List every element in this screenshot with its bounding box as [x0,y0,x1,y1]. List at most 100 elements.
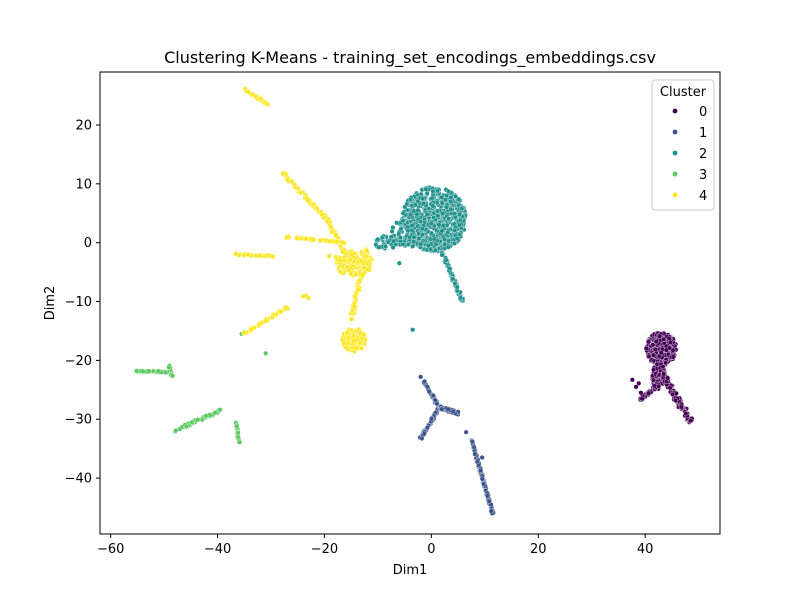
point-cluster-2 [456,222,462,228]
point-cluster-4 [325,219,331,225]
point-cluster-0 [646,390,652,396]
point-cluster-0 [636,380,642,386]
point-cluster-4 [327,238,333,244]
point-cluster-2 [407,234,413,240]
point-cluster-1 [472,451,478,457]
x-axis-label: Dim1 [393,563,428,578]
point-cluster-0 [651,367,657,373]
point-cluster-4 [258,96,264,102]
point-cluster-3 [234,423,240,429]
point-cluster-2 [431,214,437,220]
point-cluster-3 [155,368,161,374]
y-tick-label: −20 [65,354,92,369]
point-cluster-4 [294,235,300,241]
point-cluster-0 [639,396,645,402]
point-cluster-3 [237,439,243,445]
point-cluster-4 [319,212,325,218]
point-cluster-4 [351,333,357,339]
point-cluster-0 [653,339,659,345]
point-cluster-4 [241,330,247,336]
point-cluster-2 [385,239,391,245]
point-cluster-0 [672,397,678,403]
point-cluster-0 [667,339,673,345]
point-cluster-1 [479,455,485,460]
point-cluster-1 [478,467,484,473]
point-cluster-4 [364,254,370,260]
point-cluster-4 [310,237,316,243]
point-cluster-4 [269,314,275,320]
point-cluster-0 [651,352,656,358]
point-cluster-4 [284,235,290,241]
point-cluster-2 [419,226,425,232]
point-cluster-2 [405,228,411,233]
point-cluster-2 [390,245,396,250]
point-cluster-0 [652,347,658,352]
point-cluster-0 [645,339,651,345]
point-cluster-4 [355,287,361,293]
point-cluster-2 [445,188,451,194]
point-cluster-3 [235,434,241,440]
x-tick-label: −20 [311,542,338,557]
point-cluster-2 [400,218,406,224]
point-cluster-2 [411,234,417,240]
point-cluster-2 [405,242,411,247]
point-cluster-2 [443,257,449,263]
point-cluster-4 [351,303,357,309]
point-cluster-3 [195,417,201,423]
x-axis-ticks: −60 −40 −20 0 20 40 [97,534,653,557]
point-cluster-4 [339,239,345,245]
point-cluster-4 [277,309,283,315]
x-tick-label: −40 [204,542,231,557]
point-cluster-2 [444,193,449,199]
point-cluster-2 [420,196,426,202]
point-cluster-0 [665,375,671,381]
point-cluster-3 [166,364,172,370]
point-cluster-4 [262,253,268,259]
point-cluster-2 [379,234,385,240]
point-cluster-3 [134,368,140,374]
point-cluster-2 [391,238,396,244]
point-cluster-4 [280,171,286,177]
point-cluster-2 [398,235,403,241]
point-cluster-2 [398,226,404,232]
point-cluster-2 [447,266,453,272]
point-cluster-4 [344,264,350,270]
point-cluster-2 [457,211,463,217]
point-cluster-2 [458,295,463,301]
legend-box [651,79,715,211]
point-cluster-2 [434,208,440,214]
point-cluster-0 [658,350,664,356]
point-cluster-2 [439,200,445,206]
point-cluster-3 [189,419,195,425]
y-tick-label: 20 [75,118,92,133]
point-cluster-0 [661,336,667,342]
point-cluster-2 [432,247,438,253]
point-cluster-2 [412,202,418,208]
point-cluster-2 [394,220,400,226]
point-cluster-2 [430,188,436,194]
point-cluster-0 [646,353,652,359]
legend-marker-4 [672,192,678,198]
point-cluster-2 [429,195,435,201]
point-cluster-0 [657,333,663,339]
point-cluster-4 [292,184,298,190]
point-cluster-2 [424,190,430,196]
point-cluster-2 [431,236,437,242]
point-cluster-2 [454,235,460,241]
point-cluster-0 [678,404,684,410]
point-cluster-3 [212,410,218,416]
y-tick-label: −40 [65,472,92,487]
point-cluster-4 [305,198,311,204]
point-cluster-4 [347,257,353,263]
point-cluster-4 [345,341,351,346]
point-cluster-2 [425,243,431,249]
point-cluster-4 [233,251,239,257]
point-cluster-0 [652,383,657,389]
point-cluster-1 [430,393,436,399]
point-cluster-4 [349,316,355,322]
point-cluster-4 [352,294,358,300]
point-cluster-3 [217,407,223,413]
point-cluster-2 [415,207,421,213]
point-cluster-1 [486,498,492,504]
point-cluster-1 [471,444,477,450]
